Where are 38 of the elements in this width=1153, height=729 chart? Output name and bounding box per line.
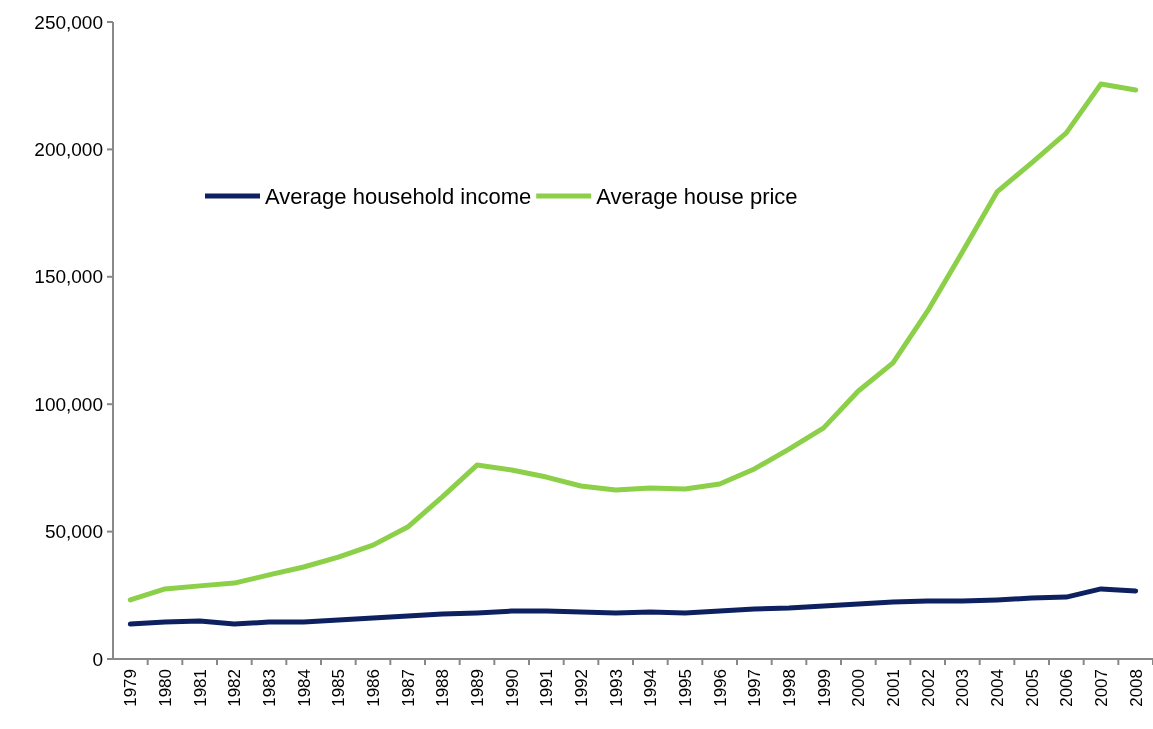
x-tick-label: 2003 [953, 669, 973, 707]
x-tick-label: 1994 [641, 669, 661, 707]
x-tick-label: 1980 [155, 669, 175, 707]
x-tick-label: 1983 [259, 669, 279, 707]
legend-label: Average household income [265, 183, 532, 209]
y-tick-label: 100,000 [34, 393, 103, 415]
y-tick-label: 150,000 [34, 266, 103, 288]
x-tick-label: 2002 [918, 669, 938, 707]
x-tick-label: 1984 [294, 669, 314, 707]
x-tick-label: 1989 [467, 669, 487, 707]
y-tick-label: 200,000 [34, 139, 103, 161]
x-tick-label: 1979 [121, 669, 141, 707]
x-tick-label: 1996 [710, 669, 730, 707]
x-tick-label: 2007 [1091, 669, 1111, 707]
x-tick-label: 1997 [745, 669, 765, 707]
x-tick-label: 1982 [225, 669, 245, 707]
x-tick-label: 1993 [606, 669, 626, 707]
x-tick-label: 1981 [190, 669, 210, 707]
y-tick-label: 0 [92, 648, 103, 670]
x-tick-label: 2004 [987, 669, 1007, 707]
x-tick-label: 2006 [1057, 669, 1077, 707]
x-tick-label: 1992 [571, 669, 591, 707]
x-tick-label: 1999 [814, 669, 834, 707]
x-tick-label: 1988 [433, 669, 453, 707]
x-tick-label: 1990 [502, 669, 522, 707]
x-tick-label: 2005 [1022, 669, 1042, 707]
x-tick-label: 1986 [363, 669, 383, 707]
y-tick-label: 50,000 [44, 521, 103, 543]
x-tick-label: 1985 [329, 669, 349, 707]
x-tick-label: 1995 [675, 669, 695, 707]
x-tick-label: 1991 [537, 669, 557, 707]
x-tick-label: 1998 [779, 669, 799, 707]
legend-label: Average house price [596, 183, 798, 209]
x-tick-label: 1987 [398, 669, 418, 707]
x-tick-label: 2001 [883, 669, 903, 707]
y-tick-label: 250,000 [34, 11, 103, 33]
x-tick-label: 2000 [849, 669, 869, 707]
x-tick-label: 2008 [1126, 669, 1146, 707]
